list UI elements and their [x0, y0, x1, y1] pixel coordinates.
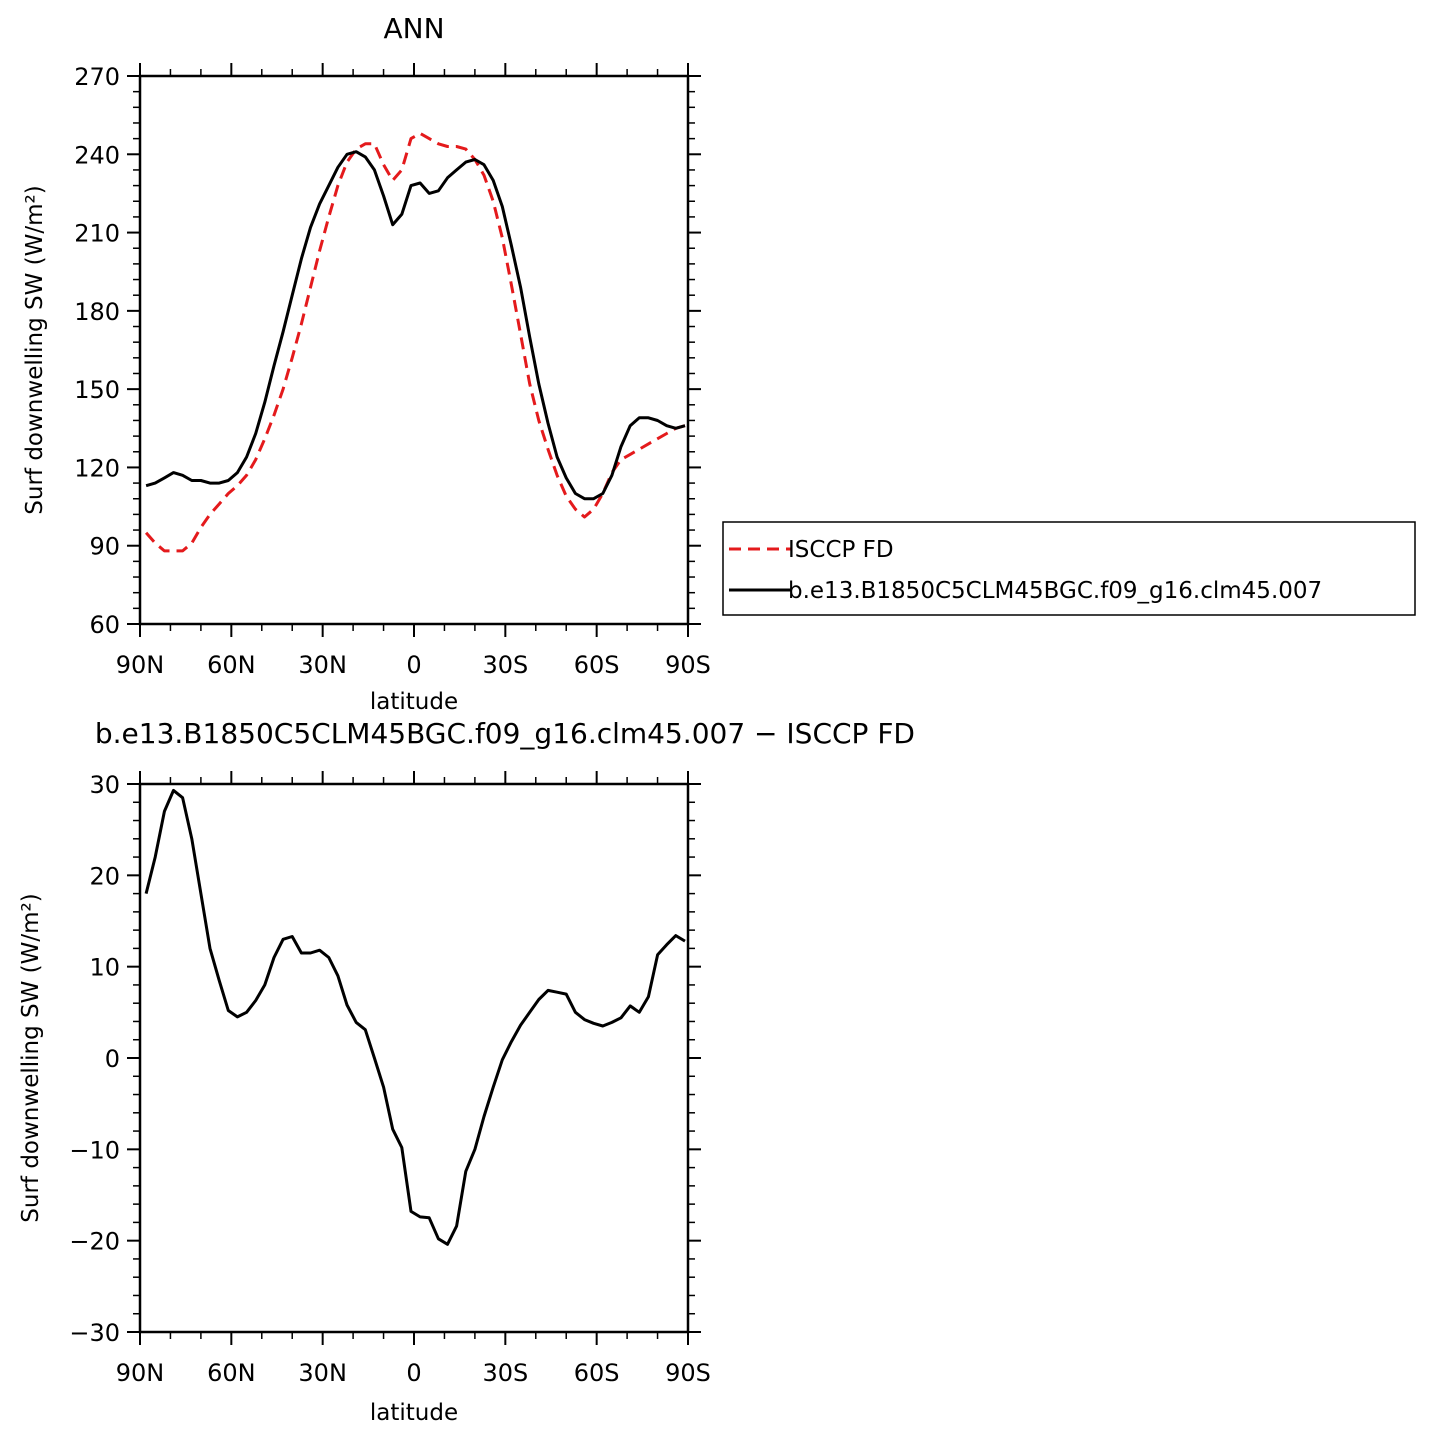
top-y-axis-title: Surf downwelling SW (W/m²): [22, 185, 48, 514]
legend-label-isccp: ISCCP FD: [788, 537, 894, 563]
bottom-y-tick-label: 0: [105, 1045, 120, 1073]
top-x-tick-label: 60S: [574, 651, 620, 679]
bottom-y-tick-label: 20: [89, 862, 120, 890]
bottom-y-tick-label: −30: [69, 1319, 120, 1347]
top-y-tick-label: 90: [89, 533, 120, 561]
bottom-y-tick-label: 30: [89, 771, 120, 799]
top-panel: ANN latitude Surf downwelling SW (W/m²) …: [22, 12, 711, 715]
bottom-x-tick-label: 90S: [665, 1359, 711, 1387]
bottom-x-tick-label: 30S: [482, 1359, 528, 1387]
top-y-tick-label: 60: [89, 611, 120, 639]
top-y-tick-label: 210: [74, 220, 120, 248]
bottom-y-tick-label: −10: [69, 1136, 120, 1164]
top-chart-title: ANN: [383, 12, 444, 45]
legend: ISCCP FD b.e13.B1850C5CLM45BGC.f09_g16.c…: [722, 521, 1416, 616]
bottom-ticks: 90N 60N 30N 0 30S 60S 90S −30 −20 −10 0 10 20 30: [69, 771, 711, 1387]
bottom-series-line-1: [144, 788, 686, 1246]
top-x-tick-label: 90N: [116, 651, 165, 679]
top-y-tick-label: 120: [74, 454, 120, 482]
bottom-x-tick-label: 60N: [207, 1359, 256, 1387]
bottom-panel: b.e13.B1850C5CLM45BGC.f09_g16.clm45.007 …: [18, 717, 915, 1426]
top-y-tick-label: 240: [74, 141, 120, 169]
bottom-x-tick-label: 90N: [116, 1359, 165, 1387]
top-series: [144, 131, 686, 553]
top-x-tick-label: 90S: [665, 651, 711, 679]
bottom-y-tick-label: −20: [69, 1228, 120, 1256]
top-ticks: 90N 60N 30N 0 30S 60S 90S 60 90 120 150 180 210 240 27…: [74, 63, 711, 679]
bottom-x-tick-label: 0: [406, 1359, 421, 1387]
legend-box: [722, 521, 1416, 616]
bottom-plot-frame: [138, 782, 690, 1334]
bottom-series: [144, 788, 686, 1246]
top-x-tick-label: 0: [406, 651, 421, 679]
top-x-tick-label: 30S: [482, 651, 528, 679]
top-x-tick-label: 30N: [298, 651, 347, 679]
top-y-tick-label: 150: [74, 376, 120, 404]
top-x-axis-title: latitude: [370, 689, 458, 715]
bottom-y-axis-title: Surf downwelling SW (W/m²): [18, 893, 44, 1222]
top-y-tick-label: 270: [74, 63, 120, 91]
bottom-x-tick-label: 30N: [298, 1359, 347, 1387]
bottom-chart-title: b.e13.B1850C5CLM45BGC.f09_g16.clm45.007 …: [95, 717, 915, 750]
top-x-tick-label: 60N: [207, 651, 256, 679]
bottom-y-tick-label: 10: [89, 954, 120, 982]
top-plot-frame: [138, 74, 690, 626]
top-series-line-2: [145, 150, 686, 501]
legend-label-model: b.e13.B1850C5CLM45BGC.f09_g16.clm45.007: [788, 578, 1322, 604]
bottom-x-tick-label: 60S: [574, 1359, 620, 1387]
top-y-tick-label: 180: [74, 298, 120, 326]
bottom-x-axis-title: latitude: [370, 1400, 458, 1426]
